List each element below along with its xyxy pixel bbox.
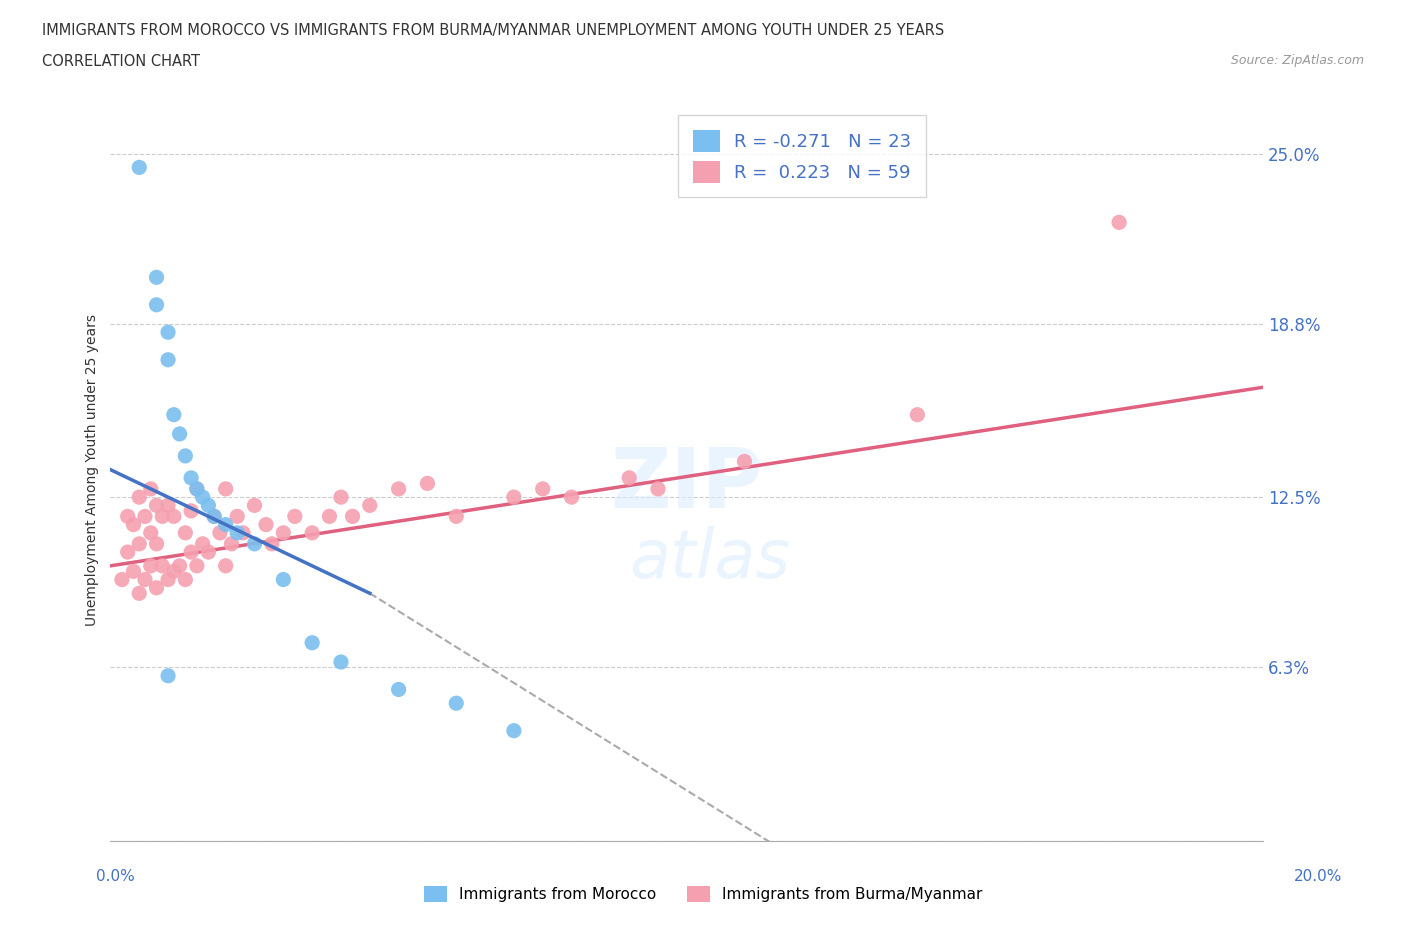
Point — [174, 525, 197, 540]
Point — [191, 537, 214, 551]
Y-axis label: Unemployment Among Youth under 25 years: Unemployment Among Youth under 25 years — [86, 313, 100, 626]
Point — [284, 509, 307, 524]
Point — [145, 580, 167, 595]
Point — [905, 407, 928, 422]
Point — [243, 498, 266, 512]
Point — [330, 655, 353, 670]
Point — [215, 558, 238, 573]
Point — [157, 572, 180, 587]
Point — [150, 509, 173, 524]
Point — [186, 482, 208, 497]
Point — [186, 558, 208, 573]
Point — [416, 476, 439, 491]
Point — [446, 696, 468, 711]
Text: Source: ZipAtlas.com: Source: ZipAtlas.com — [1230, 54, 1364, 67]
Point — [617, 471, 640, 485]
Point — [157, 498, 180, 512]
Point — [260, 537, 283, 551]
Point — [128, 490, 150, 505]
Point — [128, 586, 150, 601]
Point — [174, 572, 197, 587]
Point — [180, 545, 202, 560]
Point — [208, 525, 231, 540]
Point — [273, 525, 295, 540]
Point — [186, 482, 208, 497]
Point — [128, 537, 150, 551]
Point — [733, 454, 755, 469]
Point — [163, 509, 186, 524]
Point — [273, 572, 295, 587]
Point — [215, 517, 238, 532]
Text: atlas: atlas — [630, 525, 790, 591]
Point — [215, 482, 238, 497]
Point — [221, 537, 243, 551]
Point — [174, 448, 197, 463]
Point — [163, 564, 186, 578]
Point — [163, 407, 186, 422]
Point — [145, 537, 167, 551]
Point — [157, 669, 180, 684]
Point — [150, 558, 173, 573]
Point — [388, 682, 411, 697]
Point — [301, 525, 323, 540]
Point — [157, 325, 180, 339]
Point — [122, 517, 145, 532]
Point — [122, 564, 145, 578]
Point — [191, 490, 214, 505]
Legend: R = -0.271   N = 23, R =  0.223   N = 59: R = -0.271 N = 23, R = 0.223 N = 59 — [678, 115, 927, 197]
Point — [202, 509, 225, 524]
Text: CORRELATION CHART: CORRELATION CHART — [42, 54, 200, 69]
Point — [117, 509, 139, 524]
Point — [647, 482, 669, 497]
Point — [180, 503, 202, 518]
Point — [134, 572, 156, 587]
Point — [502, 724, 524, 738]
Point — [180, 471, 202, 485]
Point — [388, 482, 411, 497]
Point — [226, 525, 249, 540]
Point — [128, 160, 150, 175]
Point — [145, 270, 167, 285]
Point — [359, 498, 381, 512]
Point — [169, 427, 191, 442]
Point — [145, 298, 167, 312]
Point — [139, 558, 162, 573]
Point — [157, 352, 180, 367]
Point — [197, 498, 219, 512]
Text: 20.0%: 20.0% — [1295, 869, 1343, 883]
Point — [197, 545, 219, 560]
Point — [254, 517, 277, 532]
Point — [232, 525, 254, 540]
Point — [117, 545, 139, 560]
Point — [111, 572, 134, 587]
Point — [446, 509, 468, 524]
Legend: Immigrants from Morocco, Immigrants from Burma/Myanmar: Immigrants from Morocco, Immigrants from… — [418, 880, 988, 909]
Point — [560, 490, 582, 505]
Text: IMMIGRANTS FROM MOROCCO VS IMMIGRANTS FROM BURMA/MYANMAR UNEMPLOYMENT AMONG YOUT: IMMIGRANTS FROM MOROCCO VS IMMIGRANTS FR… — [42, 23, 945, 38]
Point — [226, 509, 249, 524]
Point — [301, 635, 323, 650]
Point — [202, 509, 225, 524]
Text: ZIP: ZIP — [610, 444, 763, 525]
Point — [502, 490, 524, 505]
Text: 0.0%: 0.0% — [96, 869, 135, 883]
Point — [330, 490, 353, 505]
Point — [134, 509, 156, 524]
Point — [342, 509, 364, 524]
Point — [318, 509, 340, 524]
Point — [243, 537, 266, 551]
Point — [139, 525, 162, 540]
Point — [1108, 215, 1130, 230]
Point — [145, 498, 167, 512]
Point — [139, 482, 162, 497]
Point — [531, 482, 554, 497]
Point — [169, 558, 191, 573]
